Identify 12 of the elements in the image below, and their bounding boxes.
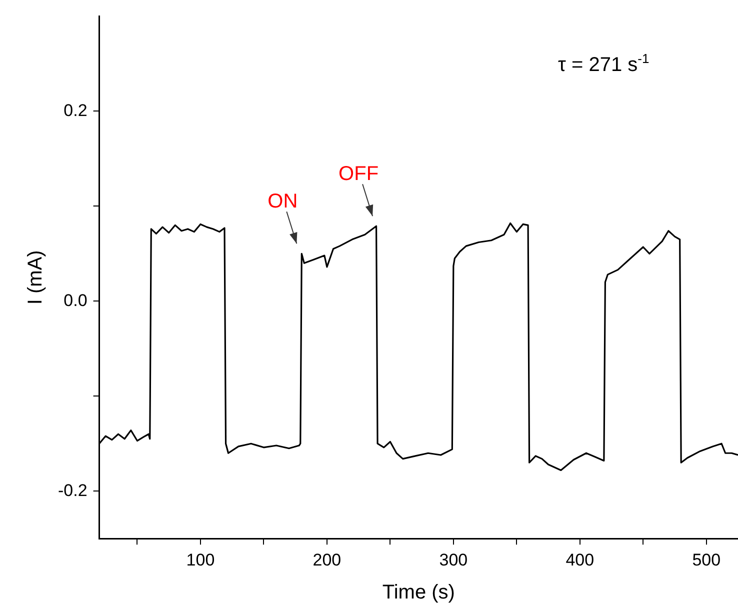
y-tick-label: 0.0: [64, 290, 88, 310]
annotation: ON: [268, 190, 298, 213]
x-tick-label: 300: [439, 550, 468, 570]
x-tick-label: 400: [566, 550, 594, 570]
x-tick-label: 500: [692, 550, 721, 570]
x-tick-label: 200: [312, 550, 342, 570]
x-axis-title: Time (s): [382, 582, 455, 604]
x-tick-label: 100: [186, 550, 215, 570]
y-tick-label: 0.2: [64, 100, 88, 120]
y-axis-title: I (mA): [24, 250, 47, 305]
annotation: OFF: [338, 163, 379, 186]
y-tick-label: -0.2: [58, 480, 88, 500]
